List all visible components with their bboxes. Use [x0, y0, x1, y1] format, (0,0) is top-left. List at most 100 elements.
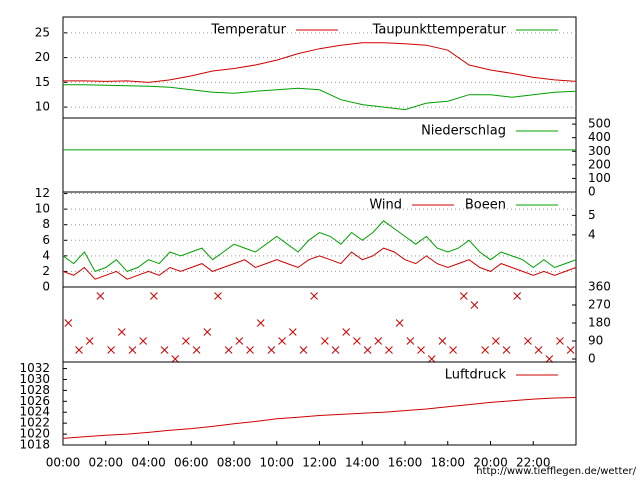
panel-frame: [62, 286, 577, 363]
direction-marker: [171, 355, 180, 363]
direction-marker: [545, 355, 554, 363]
x-tick-label: 14:00: [345, 456, 380, 470]
y-tick-label: 4: [42, 248, 50, 262]
y2-tick-label: 270: [588, 298, 611, 312]
direction-marker: [395, 319, 404, 327]
x-tick-label: 20:00: [473, 456, 508, 470]
direction-marker: [513, 292, 522, 300]
y-tick-label: 10: [35, 100, 50, 114]
direction-marker: [267, 346, 276, 354]
y-tick-label: 25: [35, 25, 50, 39]
series-line: [62, 220, 577, 273]
direction-marker: [149, 292, 158, 300]
series-line: [63, 42, 577, 83]
direction-marker: [427, 355, 436, 363]
legend-label: Temperatur: [210, 23, 286, 38]
direction-marker: [491, 337, 500, 345]
y-tick-label: 2: [42, 264, 50, 278]
direction-marker: [139, 337, 148, 345]
direction-marker: [556, 337, 564, 345]
direction-marker: [438, 337, 447, 345]
y-tick-label: 20: [35, 50, 50, 64]
y2-tick-label: 180: [588, 316, 611, 330]
y-tick-label: 1020: [19, 427, 50, 441]
y2-tick-label: 400: [588, 130, 611, 144]
y2-tick-label: 500: [588, 117, 611, 131]
legend-label: Wind: [369, 198, 402, 213]
y-tick-label: 12: [35, 186, 50, 200]
y-tick-label: 15: [35, 75, 50, 89]
direction-marker: [459, 292, 468, 300]
direction-marker: [117, 328, 126, 336]
x-tick-label: 18:00: [430, 456, 465, 470]
y-tick-label: 8: [42, 217, 50, 231]
legend-label: Niederschlag: [421, 124, 506, 139]
x-tick-label: 08:00: [217, 456, 252, 470]
series-line: [62, 397, 577, 439]
x-tick-label: 00:00: [46, 456, 81, 470]
x-tick-label: 16:00: [388, 456, 423, 470]
direction-marker: [203, 328, 212, 336]
direction-marker: [214, 292, 222, 300]
direction-marker: [192, 346, 201, 354]
y-tick-label: 1030: [19, 372, 50, 386]
direction-marker: [96, 292, 105, 300]
direction-marker: [85, 337, 94, 345]
direction-marker: [288, 328, 297, 336]
direction-marker: [524, 337, 532, 345]
y2-tick-label: 0: [588, 185, 596, 199]
y2-tick-label: 360: [588, 280, 611, 294]
direction-marker: [256, 319, 265, 327]
direction-marker: [160, 346, 169, 354]
direction-marker: [278, 337, 286, 345]
direction-marker: [417, 346, 425, 354]
y2-tick-label: 300: [588, 144, 611, 158]
direction-marker: [320, 337, 329, 345]
direction-marker: [374, 337, 383, 345]
direction-marker: [64, 319, 73, 327]
x-tick-label: 04:00: [131, 456, 166, 470]
direction-marker: [310, 292, 319, 300]
y-tick-label: 1024: [19, 405, 50, 419]
y2-tick-label: 100: [588, 171, 611, 185]
footer: http://www.tiefflegen.de/wetter/: [476, 466, 636, 477]
x-tick-label: 12:00: [302, 456, 337, 470]
direction-marker: [182, 337, 190, 345]
direction-marker: [342, 328, 351, 336]
direction-marker: [224, 346, 233, 354]
y2-tick-label: 200: [588, 157, 611, 171]
direction-marker: [470, 301, 479, 309]
series-line: [63, 84, 577, 111]
direction-marker: [235, 337, 244, 345]
legend-label: Boeen: [465, 198, 506, 213]
y-tick-label: 6: [42, 233, 50, 247]
direction-marker: [107, 346, 115, 354]
legend-label: Taupunkttemperatur: [372, 23, 507, 38]
y-tick-label: 1032: [19, 361, 50, 375]
direction-marker: [363, 346, 372, 354]
direction-marker: [331, 346, 340, 354]
y-tick-label: 1018: [19, 438, 50, 452]
x-tick-label: 06:00: [174, 456, 209, 470]
x-tick-label: 22:00: [516, 456, 551, 470]
x-tick-label: 10:00: [259, 456, 294, 470]
series-line: [62, 247, 577, 280]
y2-tick-label: 90: [588, 334, 603, 348]
direction-marker: [385, 346, 393, 354]
direction-marker: [406, 337, 415, 345]
direction-marker: [353, 337, 361, 345]
x-tick-label: 02:00: [88, 456, 123, 470]
direction-marker: [128, 346, 137, 354]
y2-tick-label: 4: [588, 227, 596, 241]
direction-marker: [299, 346, 308, 354]
direction-marker: [75, 346, 83, 354]
y2-tick-label: 5: [588, 208, 596, 222]
y-tick-label: 0: [42, 280, 50, 294]
direction-marker: [449, 346, 457, 354]
y-tick-label: 1026: [19, 394, 50, 408]
direction-marker: [246, 346, 254, 354]
y2-tick-label: 0: [588, 352, 596, 366]
y-tick-label: 1022: [19, 416, 50, 430]
direction-marker: [566, 346, 575, 354]
